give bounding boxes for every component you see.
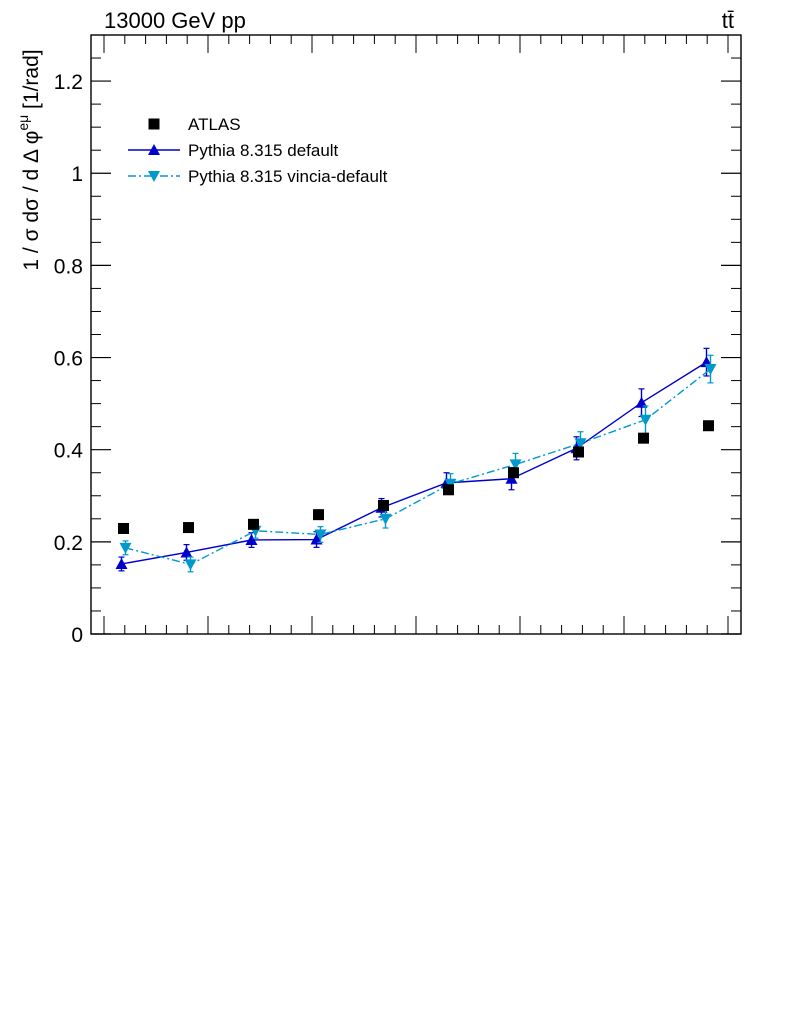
process-label: tt̄ [722,8,734,33]
data-point [509,459,522,471]
data-point [313,509,324,521]
y-tick-label: 0.6 [54,348,83,371]
data-point [248,518,259,530]
y-tick-label: 0 [71,624,83,647]
y-axis-title-unit: [1/rad] [20,49,43,114]
data-point [119,542,132,554]
data-point [635,396,648,408]
y-axis-title-base: 1 / σ dσ / d Δ φ [20,131,43,271]
data-point [245,534,258,546]
data-point [118,522,129,534]
series-2 [119,354,717,573]
data-point [443,484,454,496]
data-point [703,420,714,432]
data-point [639,414,652,426]
y-tick-label: 0.2 [54,532,83,555]
series-line [121,361,707,565]
y-tick-label: 1.2 [54,71,83,94]
data-point [115,557,128,569]
data-point [573,446,584,458]
y-axis-title: 1 / σ dσ / d Δ φeμ [1/rad] [15,49,43,270]
y-axis-title-superscript: eμ [15,115,31,131]
legend-label: ATLAS [188,115,241,134]
legend-label: Pythia 8.315 vincia-default [188,167,388,186]
data-point [638,432,649,444]
y-tick-label: 1 [71,163,83,186]
data-point [180,546,193,558]
legend-marker [148,171,160,182]
data-point [184,559,197,571]
data-point [508,467,519,479]
legend-label: Pythia 8.315 default [188,141,339,160]
energy-label: 13000 GeV pp [104,8,246,33]
data-point [378,499,389,511]
legend-marker [148,118,160,130]
data-point [574,438,587,450]
legend-marker [148,144,160,155]
series-line [125,368,711,566]
data-point [379,513,392,525]
series-0 [118,420,714,534]
data-point [183,522,194,534]
data-point [704,364,717,376]
series-1 [115,347,713,572]
data-point [314,529,327,541]
y-tick-label: 0.4 [54,440,84,463]
y-tick-label: 0.8 [54,255,83,278]
